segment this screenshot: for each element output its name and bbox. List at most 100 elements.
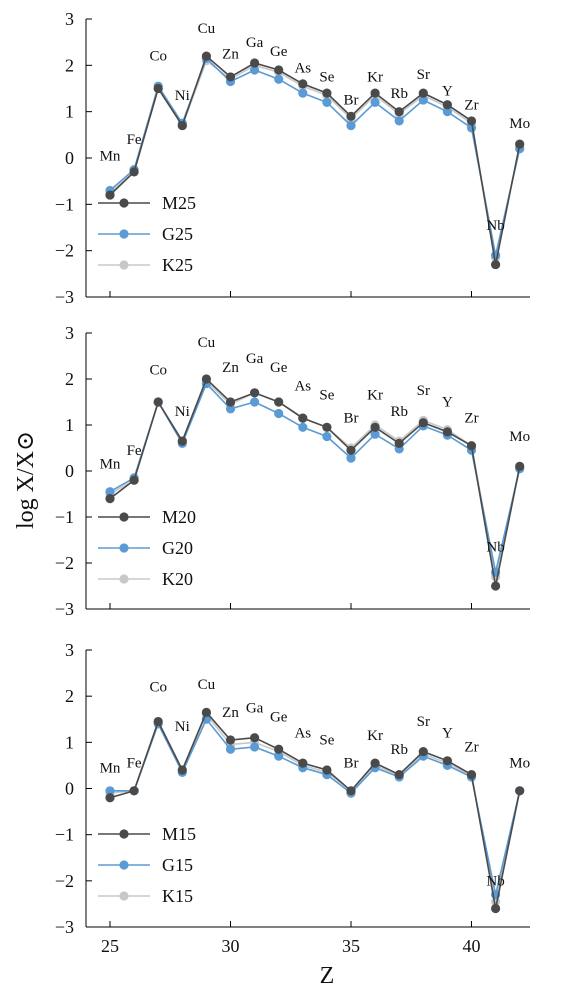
data-point-G20 xyxy=(274,408,284,419)
data-point-M25 xyxy=(129,167,139,177)
element-label-Y: Y xyxy=(442,83,453,99)
data-point-G25 xyxy=(394,116,404,126)
y-tick-label: −1 xyxy=(55,507,74,527)
data-point-G15 xyxy=(274,751,284,761)
legend-marker-M20 xyxy=(119,512,129,522)
element-label-As: As xyxy=(294,726,311,742)
element-label-Co: Co xyxy=(149,49,167,65)
data-point-M25 xyxy=(250,58,260,68)
data-point-M15 xyxy=(177,765,187,775)
legend-marker-M15 xyxy=(119,829,129,839)
data-point-M20 xyxy=(370,422,380,432)
data-point-M15 xyxy=(466,770,477,780)
data-point-M25 xyxy=(491,259,501,270)
element-label-Cu: Cu xyxy=(198,677,216,693)
data-point-M20 xyxy=(105,494,115,504)
y-tick-label: 3 xyxy=(65,9,74,29)
y-tick-label: 2 xyxy=(65,55,74,75)
data-point-M25 xyxy=(105,190,115,200)
series-line-M20 xyxy=(109,377,521,587)
element-label-Kr: Kr xyxy=(367,388,383,404)
element-label-Rb: Rb xyxy=(390,404,408,420)
x-tick-label: 25 xyxy=(101,936,119,956)
y-tick-label: 3 xyxy=(65,323,74,343)
x-axis-label: Z xyxy=(320,963,335,989)
data-point-M20 xyxy=(274,397,284,407)
element-label-Mn: Mn xyxy=(100,148,121,164)
element-label-Zn: Zn xyxy=(222,46,239,62)
data-point-G25 xyxy=(322,97,332,107)
data-point-M25 xyxy=(177,120,187,131)
data-point-M25 xyxy=(466,116,477,126)
panel-2: 3 2 1 0 −1 −2 −3 Mn Fe Co Ni Cu Zn Ga Ge As Se Br Kr Rb Sr YZ… xyxy=(55,323,530,619)
element-label-Nb: Nb xyxy=(486,218,504,234)
element-label-Zr: Zr xyxy=(464,411,478,427)
y-tick-label: 1 xyxy=(65,732,74,752)
data-point-M25 xyxy=(298,79,308,89)
legend-marker-M25 xyxy=(119,198,129,208)
data-point-M20 xyxy=(153,397,163,407)
y-tick-label: 0 xyxy=(65,779,74,799)
data-point-M20 xyxy=(250,388,260,398)
data-point-M15 xyxy=(274,744,284,754)
legend-marker-K15 xyxy=(119,891,129,901)
element-label-Ge: Ge xyxy=(270,44,288,60)
element-label-Se: Se xyxy=(319,733,334,749)
legend-label-M20: M20 xyxy=(162,507,196,527)
element-label-Kr: Kr xyxy=(367,70,383,86)
data-point-M15 xyxy=(394,770,404,780)
y-tick-label: −2 xyxy=(55,553,74,573)
data-point-M15 xyxy=(515,786,525,796)
y-tick-label: −3 xyxy=(55,917,74,937)
panel-3: 3 2 1 0 −1 −2 −3 25 30 35 40 Mn Fe Co Ni Cu Zn Ga Ge As Se Br… xyxy=(55,640,530,956)
element-label-Zr: Zr xyxy=(464,740,478,756)
legend-label-M15: M15 xyxy=(162,824,196,844)
y-tick-label: 0 xyxy=(65,148,74,168)
data-point-M15 xyxy=(250,733,260,743)
element-label-Rb: Rb xyxy=(390,86,408,102)
y-tick-label: 3 xyxy=(65,640,74,660)
legend-marker-K25 xyxy=(119,260,129,270)
data-point-M20 xyxy=(466,441,477,451)
data-point-G20 xyxy=(370,429,380,439)
element-label-Zr: Zr xyxy=(464,97,478,113)
element-label-Sr: Sr xyxy=(417,383,430,399)
data-point-M20 xyxy=(442,427,452,437)
x-tick-label: 35 xyxy=(342,936,360,956)
series-line-M25 xyxy=(109,54,521,265)
element-label-Fe: Fe xyxy=(127,443,142,459)
element-label-Ni: Ni xyxy=(175,404,190,420)
element-label-Y: Y xyxy=(442,395,453,411)
legend-label-M25: M25 xyxy=(162,193,196,213)
data-point-M20 xyxy=(394,438,404,448)
data-point-G15 xyxy=(105,786,115,796)
element-label-Nb: Nb xyxy=(486,873,504,889)
data-point-M25 xyxy=(370,88,380,98)
element-label-Ni: Ni xyxy=(175,719,190,735)
element-label-Fe: Fe xyxy=(127,132,142,148)
data-point-M25 xyxy=(153,83,163,94)
element-label-Zn: Zn xyxy=(222,360,239,376)
data-point-M20 xyxy=(201,374,211,384)
data-point-M25 xyxy=(274,65,284,75)
series-line-G25 xyxy=(109,56,521,256)
data-point-M25 xyxy=(201,51,211,61)
x-tick-label: 40 xyxy=(463,936,481,956)
y-tick-label: 2 xyxy=(65,686,74,706)
data-point-G20 xyxy=(346,453,356,463)
data-point-M20 xyxy=(322,422,332,432)
legend-label-K25: K25 xyxy=(162,255,193,275)
data-point-M15 xyxy=(298,758,308,768)
y-axis-label: log X/X⊙ xyxy=(13,431,39,529)
data-point-M15 xyxy=(442,756,452,766)
element-label-Se: Se xyxy=(319,70,334,86)
data-point-M15 xyxy=(105,793,115,803)
element-label-Sr: Sr xyxy=(417,714,430,730)
element-label-Br: Br xyxy=(344,756,359,772)
element-label-Co: Co xyxy=(149,680,167,696)
y-tick-label: 1 xyxy=(65,415,74,435)
data-point-M20 xyxy=(298,413,308,423)
element-label-Cu: Cu xyxy=(198,21,216,37)
element-label-Y: Y xyxy=(442,726,453,742)
element-label-As: As xyxy=(294,379,311,395)
